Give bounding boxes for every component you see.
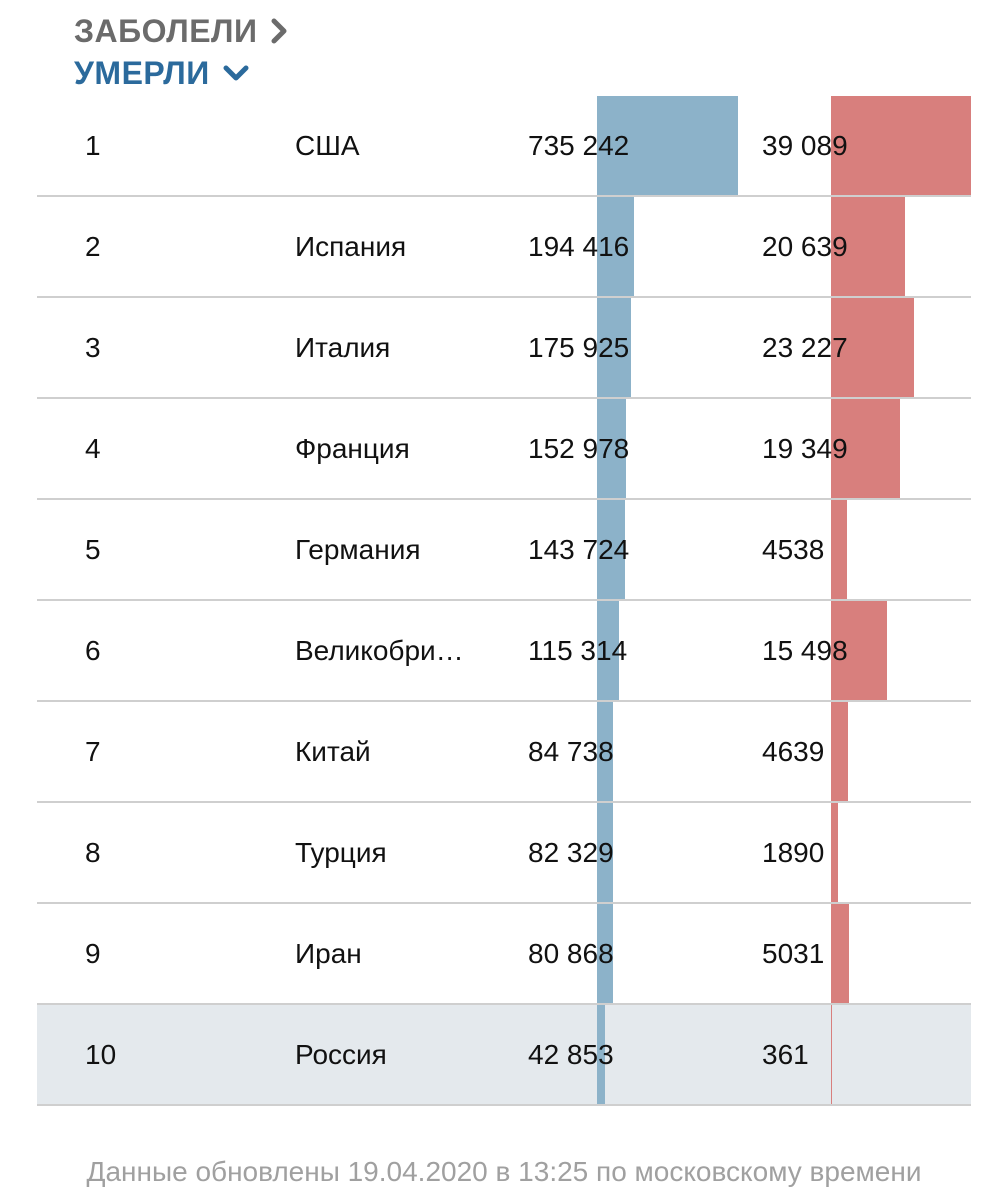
deaths-bar bbox=[831, 803, 838, 902]
deaths-bar bbox=[831, 904, 850, 1003]
deaths-bar bbox=[831, 601, 887, 700]
deaths-bar bbox=[831, 399, 901, 498]
country-cell: Испания bbox=[295, 231, 407, 262]
country-stats-table: 1 США 735 242 39 089 2 Испания 194 416 20 639 3 И… bbox=[37, 96, 971, 1106]
cases-bar bbox=[597, 399, 627, 498]
cases-bar bbox=[597, 96, 738, 195]
rank-cell: 6 bbox=[85, 635, 101, 666]
table-row: 3 Италия 175 925 23 227 bbox=[37, 298, 971, 399]
sort-controls: ЗАБОЛЕЛИ УМЕРЛИ bbox=[74, 10, 474, 94]
cases-value: 143 724 bbox=[528, 534, 630, 565]
country-cell: Иран bbox=[295, 938, 362, 969]
cases-bar bbox=[597, 803, 613, 902]
rank-cell: 1 bbox=[85, 130, 101, 161]
table-row: 10 Россия 42 853 361 bbox=[37, 1005, 971, 1106]
rank-cell: 10 bbox=[85, 1039, 117, 1070]
country-cell: Китай bbox=[295, 736, 371, 767]
cases-value: 152 978 bbox=[528, 433, 630, 464]
cases-value: 735 242 bbox=[528, 130, 630, 161]
table-row: 5 Германия 143 724 4538 bbox=[37, 500, 971, 601]
country-cell: Великобри… bbox=[295, 635, 464, 666]
cases-bar bbox=[597, 702, 614, 801]
rank-cell: 9 bbox=[85, 938, 101, 969]
deaths-value: 4639 bbox=[762, 736, 825, 767]
cases-value: 175 925 bbox=[528, 332, 630, 363]
country-cell: Россия bbox=[295, 1039, 387, 1070]
country-cell: Италия bbox=[295, 332, 391, 363]
table-row: 7 Китай 84 738 4639 bbox=[37, 702, 971, 803]
table-row: 6 Великобри… 115 314 15 498 bbox=[37, 601, 971, 702]
cases-value: 42 853 bbox=[528, 1039, 614, 1070]
table-row: 9 Иран 80 868 5031 bbox=[37, 904, 971, 1005]
deaths-value: 4538 bbox=[762, 534, 825, 565]
rank-cell: 2 bbox=[85, 231, 101, 262]
cases-value: 194 416 bbox=[528, 231, 630, 262]
cases-bar bbox=[597, 298, 631, 397]
deaths-value: 19 349 bbox=[762, 433, 848, 464]
table-row: 2 Испания 194 416 20 639 bbox=[37, 197, 971, 298]
sort-by-cases-label: ЗАБОЛЕЛИ bbox=[74, 12, 258, 49]
deaths-bar bbox=[831, 500, 848, 599]
deaths-value: 5031 bbox=[762, 938, 825, 969]
cases-value: 80 868 bbox=[528, 938, 614, 969]
rank-cell: 7 bbox=[85, 736, 101, 767]
deaths-value: 20 639 bbox=[762, 231, 848, 262]
deaths-value: 39 089 bbox=[762, 130, 848, 161]
sort-by-cases-link[interactable]: ЗАБОЛЕЛИ bbox=[74, 10, 474, 52]
deaths-value: 23 227 bbox=[762, 332, 848, 363]
country-cell: Франция bbox=[295, 433, 410, 464]
country-cell: Германия bbox=[295, 534, 421, 565]
cases-value: 115 314 bbox=[528, 635, 628, 666]
country-cell: Турция bbox=[295, 837, 387, 868]
deaths-bar bbox=[831, 1005, 833, 1104]
chevron-down-icon bbox=[223, 65, 249, 81]
deaths-value: 1890 bbox=[762, 837, 825, 868]
table-row: 4 Франция 152 978 19 349 bbox=[37, 399, 971, 500]
deaths-value: 15 498 bbox=[762, 635, 848, 666]
rank-cell: 4 bbox=[85, 433, 101, 464]
cases-bar bbox=[597, 904, 613, 1003]
rank-cell: 3 bbox=[85, 332, 101, 363]
table-row: 1 США 735 242 39 089 bbox=[37, 96, 971, 197]
table-row: 8 Турция 82 329 1890 bbox=[37, 803, 971, 904]
cases-bar bbox=[597, 1005, 606, 1104]
sort-by-deaths-link[interactable]: УМЕРЛИ bbox=[74, 52, 474, 94]
rank-cell: 5 bbox=[85, 534, 101, 565]
deaths-bar bbox=[831, 298, 915, 397]
cases-value: 84 738 bbox=[528, 736, 614, 767]
sort-by-deaths-label: УМЕРЛИ bbox=[74, 54, 210, 91]
country-cell: США bbox=[295, 130, 360, 161]
cases-value: 82 329 bbox=[528, 837, 614, 868]
cases-bar bbox=[597, 500, 625, 599]
update-timestamp: Данные обновлены 19.04.2020 в 13:25 по м… bbox=[86, 1156, 922, 1187]
deaths-bar bbox=[831, 96, 971, 195]
cases-bar bbox=[597, 601, 620, 700]
deaths-bar bbox=[831, 197, 905, 296]
deaths-value: 361 bbox=[762, 1039, 809, 1070]
cases-bar bbox=[597, 197, 635, 296]
deaths-bar bbox=[831, 702, 848, 801]
chevron-right-icon bbox=[271, 18, 286, 44]
rank-cell: 8 bbox=[85, 837, 101, 868]
